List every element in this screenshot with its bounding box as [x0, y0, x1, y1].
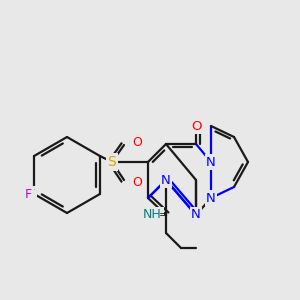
Text: NH: NH: [143, 208, 162, 221]
Text: N: N: [191, 208, 201, 221]
Text: F: F: [25, 188, 32, 200]
Text: N: N: [161, 173, 171, 187]
Text: O: O: [132, 176, 142, 190]
Text: =: =: [159, 210, 169, 220]
Text: O: O: [191, 119, 201, 133]
Text: O: O: [132, 136, 142, 148]
Text: S: S: [108, 155, 116, 169]
Text: N: N: [206, 155, 216, 169]
Text: F: F: [28, 188, 35, 200]
Text: S: S: [108, 155, 116, 169]
Text: N: N: [206, 191, 216, 205]
